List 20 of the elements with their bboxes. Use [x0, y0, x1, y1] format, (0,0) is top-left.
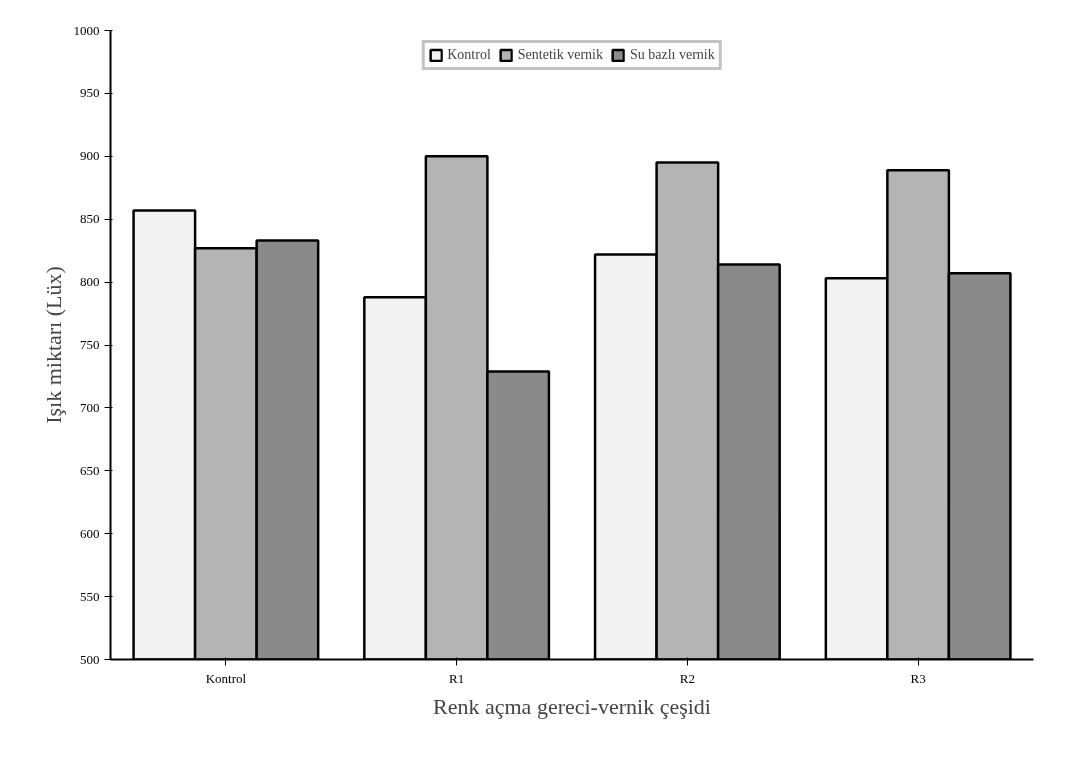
y-tick-label: 550 [80, 588, 100, 604]
x-tick-label: Kontrol [205, 670, 247, 686]
x-tick-label: R1 [449, 670, 465, 686]
legend-label: Sentetik vernik [517, 47, 603, 63]
y-tick-label: 950 [80, 85, 100, 101]
y-tick-label: 650 [80, 462, 100, 478]
y-tick-label: 800 [80, 274, 100, 290]
y-axis-title: Işık miktarı (Lüx) [40, 266, 66, 424]
y-tick-label: 900 [80, 148, 100, 164]
y-tick-label: 600 [80, 525, 100, 541]
legend-label: Kontrol [447, 47, 491, 63]
x-tick-label: R2 [679, 670, 695, 686]
legend-label: Su bazlı vernik [629, 47, 715, 63]
x-axis-title: Renk açma gereci-vernik çeşidi [433, 693, 711, 719]
y-tick-label: 850 [80, 211, 100, 227]
y-tick-label: 1000 [73, 22, 100, 38]
x-tick-label: R3 [910, 670, 926, 686]
y-tick-label: 500 [80, 651, 100, 667]
y-tick-label: 750 [80, 337, 100, 352]
y-tick-label: 700 [80, 399, 100, 415]
